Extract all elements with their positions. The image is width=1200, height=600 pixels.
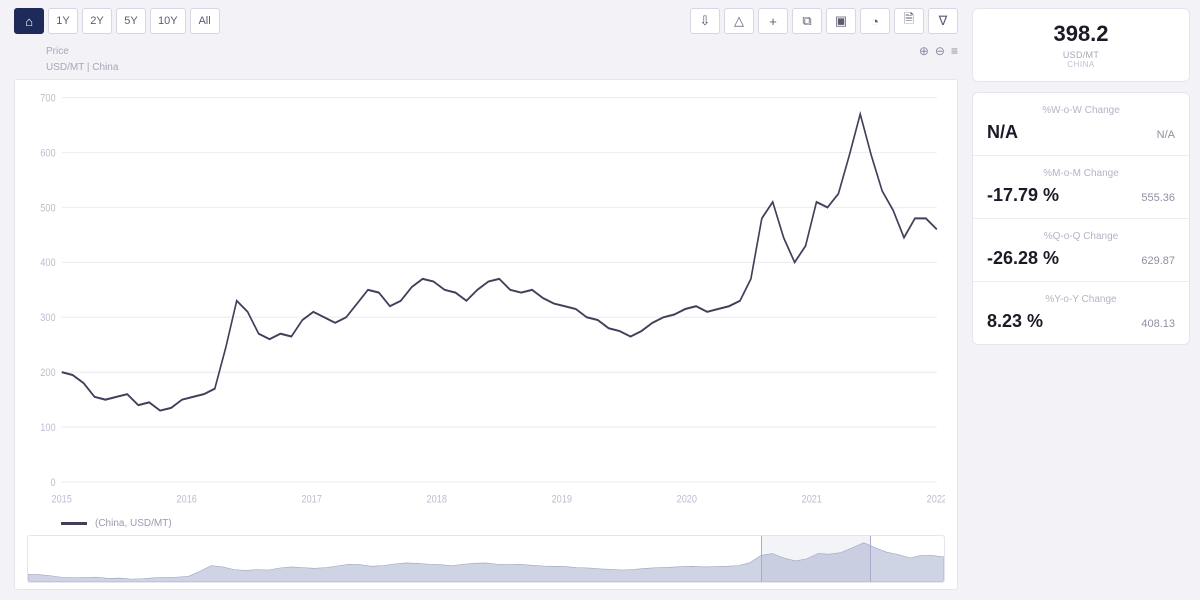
headline-value: 398.2 [983,21,1179,47]
stat-main: 8.23 % [987,311,1043,332]
range-1y-button[interactable]: 1Y [48,8,78,34]
stat-main: -17.79 % [987,185,1059,206]
range-home-button[interactable]: ⌂ [14,8,44,34]
chart-title: Price [46,46,69,57]
stat-label: %M-o-M Change [987,168,1175,179]
svg-text:2015: 2015 [51,494,72,506]
side-panel: 398.2 USD/MT CHINA %W-o-W Change N/A N/A… [972,0,1200,600]
layout-icon[interactable]: ▣ [826,8,856,34]
legend-label: (China, USD/MT) [95,518,172,529]
chart-subtitle: USD/MT | China [46,62,118,73]
clock-icon[interactable]: ◔ [860,8,890,34]
chart-container: 0 100 200 300 400 500 600 700 2015 2016 2017 2018 20… [14,79,958,590]
stat-side: 408.13 [1141,318,1175,330]
range-10y-button[interactable]: 10Y [150,8,186,34]
legend-swatch [61,522,87,525]
chart-header-row2: USD/MT | China [14,60,958,75]
stat-qoq: %Q-o-Q Change -26.28 % 629.87 [973,219,1189,282]
sheet-icon[interactable]: 🗎 [894,8,924,34]
svg-text:2021: 2021 [802,494,823,506]
download-icon[interactable]: ⇩ [690,8,720,34]
copy-icon[interactable]: ⧉ [792,8,822,34]
menu-icon[interactable]: ≡ [951,44,958,58]
stat-side: N/A [1157,129,1175,141]
svg-text:2016: 2016 [177,494,198,506]
svg-text:2018: 2018 [427,494,448,506]
range-all-button[interactable]: All [190,8,220,34]
stat-wow: %W-o-W Change N/A N/A [973,93,1189,156]
headline-card: 398.2 USD/MT CHINA [972,8,1190,82]
svg-text:0: 0 [50,477,55,489]
svg-text:600: 600 [40,148,55,160]
stat-main: -26.28 % [987,248,1059,269]
legend: (China, USD/MT) [27,510,945,535]
svg-text:700: 700 [40,93,55,105]
stats-card: %W-o-W Change N/A N/A %M-o-M Change -17.… [972,92,1190,345]
svg-text:300: 300 [40,312,55,324]
add-icon[interactable]: + [758,8,788,34]
main-panel: ⌂ 1Y 2Y 5Y 10Y All ⇩ △ + ⧉ ▣ ◔ 🗎 ∇ Price… [0,0,972,600]
chart-header-row1: Price ⊕ ⊖ ≡ [14,42,958,60]
stat-label: %Y-o-Y Change [987,294,1175,305]
chart-mini-controls: ⊕ ⊖ ≡ [919,44,958,58]
headline-unit: USD/MT [983,50,1179,60]
zoom-in-icon[interactable]: ⊕ [919,44,929,58]
stat-label: %Q-o-Q Change [987,231,1175,242]
range-2y-button[interactable]: 2Y [82,8,112,34]
filter-icon[interactable]: ∇ [928,8,958,34]
stat-side: 555.36 [1141,192,1175,204]
stat-mom: %M-o-M Change -17.79 % 555.36 [973,156,1189,219]
alert-icon[interactable]: △ [724,8,754,34]
svg-text:500: 500 [40,202,55,214]
toolbar: ⌂ 1Y 2Y 5Y 10Y All ⇩ △ + ⧉ ▣ ◔ 🗎 ∇ [14,8,958,34]
svg-text:2020: 2020 [677,494,698,506]
brush-container[interactable] [27,535,945,583]
stat-main: N/A [987,122,1018,143]
svg-text:100: 100 [40,422,55,434]
zoom-out-icon[interactable]: ⊖ [935,44,945,58]
headline-region: CHINA [983,60,1179,69]
chart-area[interactable]: 0 100 200 300 400 500 600 700 2015 2016 2017 2018 20… [27,90,945,510]
svg-text:2022: 2022 [927,494,945,506]
stat-label: %W-o-W Change [987,105,1175,116]
svg-text:2017: 2017 [302,494,323,506]
stat-yoy: %Y-o-Y Change 8.23 % 408.13 [973,282,1189,344]
svg-text:2019: 2019 [552,494,573,506]
svg-text:200: 200 [40,367,55,379]
range-5y-button[interactable]: 5Y [116,8,146,34]
line-chart-svg: 0 100 200 300 400 500 600 700 2015 2016 2017 2018 20… [27,90,945,510]
stat-side: 629.87 [1141,255,1175,267]
svg-text:400: 400 [40,257,55,269]
brush-selection[interactable] [761,536,871,582]
